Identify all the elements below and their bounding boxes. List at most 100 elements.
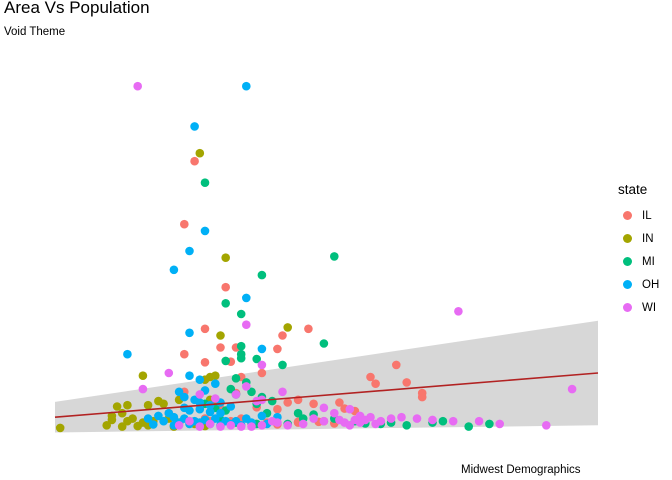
data-point-oh [149, 420, 158, 429]
data-point-wi [495, 419, 505, 429]
data-point-wi [371, 419, 380, 429]
data-point-wi [138, 384, 148, 394]
data-point-mi [200, 178, 210, 187]
legend-dot-icon [622, 303, 632, 312]
trend-line-layer [54, 372, 599, 418]
data-point-mi [278, 360, 287, 370]
data-point-in [138, 371, 148, 381]
legend-dot-icon [622, 234, 632, 243]
data-point-oh [159, 416, 168, 426]
confidence-band [55, 320, 598, 433]
legend-key [618, 253, 636, 271]
data-point-in [123, 400, 132, 410]
data-point-oh [190, 122, 199, 131]
data-point-in [123, 416, 132, 426]
data-point-in [112, 402, 122, 411]
data-point-mi [231, 374, 241, 383]
legend-item-mi: MI [618, 250, 659, 273]
data-point-in [143, 400, 153, 410]
data-point-mi [236, 353, 246, 363]
data-point-il [417, 392, 427, 402]
legend-dot-icon [622, 257, 632, 266]
legend-key [618, 299, 636, 317]
data-point-in [154, 396, 163, 406]
data-point-wi [211, 394, 220, 403]
data-point-oh [185, 246, 194, 256]
data-point-oh [169, 265, 179, 275]
data-point-wi [231, 390, 241, 399]
legend-title: state [618, 182, 648, 197]
data-point-il [304, 324, 313, 334]
data-point-mi [236, 309, 246, 319]
data-point-wi [216, 422, 225, 431]
data-point-oh [257, 411, 267, 421]
data-point-in [211, 371, 220, 381]
data-point-wi [257, 421, 267, 430]
data-point-wi [242, 320, 251, 330]
data-point-wi [386, 414, 396, 423]
data-point-wi [542, 421, 551, 430]
data-point-in [221, 253, 230, 262]
data-point-mi [464, 422, 474, 431]
data-point-wi [309, 414, 318, 423]
data-point-wi [298, 419, 308, 429]
chart-caption: Midwest Demographics [461, 464, 581, 476]
data-point-mi [485, 419, 494, 429]
data-point-oh [195, 375, 205, 385]
data-point-in [102, 421, 111, 430]
legend-key [618, 230, 636, 248]
legend-key [618, 207, 636, 225]
data-point-il [180, 219, 189, 229]
data-point-in [283, 323, 293, 332]
data-point-oh [200, 226, 210, 236]
data-point-wi [205, 419, 215, 429]
data-point-il [402, 378, 412, 387]
data-point-oh [211, 414, 220, 423]
data-point-mi [293, 408, 303, 418]
legend-label: IN [642, 232, 654, 245]
data-point-oh [169, 412, 179, 422]
data-point-wi [185, 416, 194, 426]
data-point-wi [448, 416, 458, 426]
data-point-il [257, 368, 267, 378]
data-point-wi [195, 390, 205, 399]
data-point-wi [278, 387, 287, 397]
data-point-wi [319, 416, 329, 426]
data-point-wi [195, 422, 205, 431]
chart-subtitle: Void Theme [4, 26, 66, 38]
data-point-mi [402, 421, 412, 430]
data-point-in [117, 422, 127, 431]
data-point-mi [438, 416, 448, 426]
data-point-il [216, 343, 225, 352]
legend-item-wi: WI [618, 296, 659, 319]
legend-label: OH [642, 278, 660, 291]
data-point-oh [242, 293, 251, 303]
data-point-mi [252, 354, 261, 364]
data-point-wi [361, 415, 370, 425]
data-point-il [180, 349, 189, 359]
data-point-wi [428, 415, 437, 425]
data-point-wi [283, 421, 293, 430]
data-point-in [195, 148, 205, 158]
scatter-plot [54, 81, 599, 433]
data-point-oh [195, 404, 205, 414]
data-point-il [309, 399, 318, 409]
data-point-oh [143, 414, 153, 423]
data-point-wi [226, 421, 236, 430]
data-point-mi [226, 384, 236, 394]
data-point-wi [474, 416, 484, 426]
data-point-in [107, 415, 117, 425]
data-point-oh [257, 344, 267, 354]
data-point-il [200, 358, 210, 367]
data-point-mi [247, 387, 256, 397]
legend-key [618, 276, 636, 294]
data-point-wi [133, 81, 142, 91]
legend-label: WI [642, 301, 657, 314]
data-point-oh [242, 81, 251, 91]
trend-line [54, 372, 599, 418]
data-point-in [133, 421, 142, 431]
data-point-il [366, 372, 375, 382]
data-point-oh [205, 407, 215, 417]
data-point-wi [236, 422, 246, 431]
data-point-il [200, 324, 210, 334]
